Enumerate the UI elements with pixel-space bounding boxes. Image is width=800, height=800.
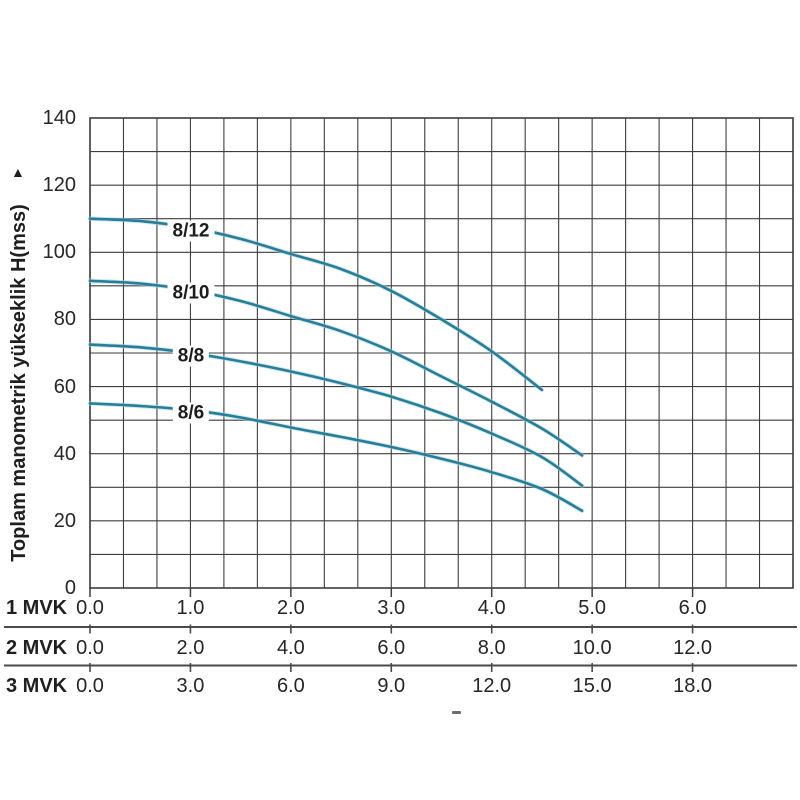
x-tick-label: 2.0 xyxy=(276,597,305,619)
curve-halo-8/12 xyxy=(87,216,545,393)
y-tick-label: 20 xyxy=(53,509,76,532)
curve-label-8/10: 8/10 xyxy=(167,282,215,304)
x-tick-label: 18.0 xyxy=(673,675,713,697)
x-axis-row-label-1-mvk: 1 MVK xyxy=(6,597,68,619)
x-tick-label: 4.0 xyxy=(477,597,506,619)
y-tick-label: 140 xyxy=(42,107,76,129)
x-tick-label: 12.0 xyxy=(472,675,512,697)
curve-8/6 xyxy=(88,402,584,513)
x-tick-label: 2.0 xyxy=(176,637,205,659)
y-tick-label: 40 xyxy=(53,442,76,465)
curve-label-8/12: 8/12 xyxy=(167,220,215,242)
curve-halo-8/10 xyxy=(87,278,585,458)
y-axis-arrow-icon: ▲ xyxy=(11,164,25,180)
curve-8/10 xyxy=(88,279,584,457)
y-tick-label: 100 xyxy=(42,241,76,264)
y-tick-label: 80 xyxy=(53,308,76,331)
curve-label-8/8: 8/8 xyxy=(172,345,210,367)
x-tick-label: 10.0 xyxy=(572,637,612,659)
x-tick-label: 15.0 xyxy=(572,675,612,697)
y-tick-label: 0 xyxy=(64,577,76,599)
x-tick-label: 6.0 xyxy=(276,675,305,697)
x-tick-label: 4.0 xyxy=(276,637,305,659)
x-tick-label: 8.0 xyxy=(477,637,506,659)
curve-halo-8/6 xyxy=(87,401,585,514)
x-tick-label: 3.0 xyxy=(176,675,205,697)
x-tick-label: 9.0 xyxy=(377,675,406,697)
x-tick-label: 3.0 xyxy=(377,597,406,619)
x-tick-label: 1.0 xyxy=(176,597,205,619)
x-axis-row-label-2-mvk: 2 MVK xyxy=(6,637,68,659)
curve-8/12 xyxy=(88,217,544,392)
stray-mark xyxy=(452,711,461,714)
x-tick-label: 6.0 xyxy=(678,597,707,619)
x-tick-label: 5.0 xyxy=(578,597,607,619)
x-tick-label: 0.0 xyxy=(76,597,104,619)
x-axis-row-label-3-mvk: 3 MVK xyxy=(6,675,68,697)
plot-border xyxy=(89,117,794,589)
x-tick-label: 0.0 xyxy=(76,675,104,697)
curve-label-8/6: 8/6 xyxy=(172,402,210,424)
x-tick-label: 12.0 xyxy=(673,637,713,659)
x-tick-label: 0.0 xyxy=(76,637,104,659)
y-tick-label: 120 xyxy=(42,174,76,197)
y-tick-label: 60 xyxy=(53,375,76,398)
x-tick-label: 6.0 xyxy=(377,637,406,659)
